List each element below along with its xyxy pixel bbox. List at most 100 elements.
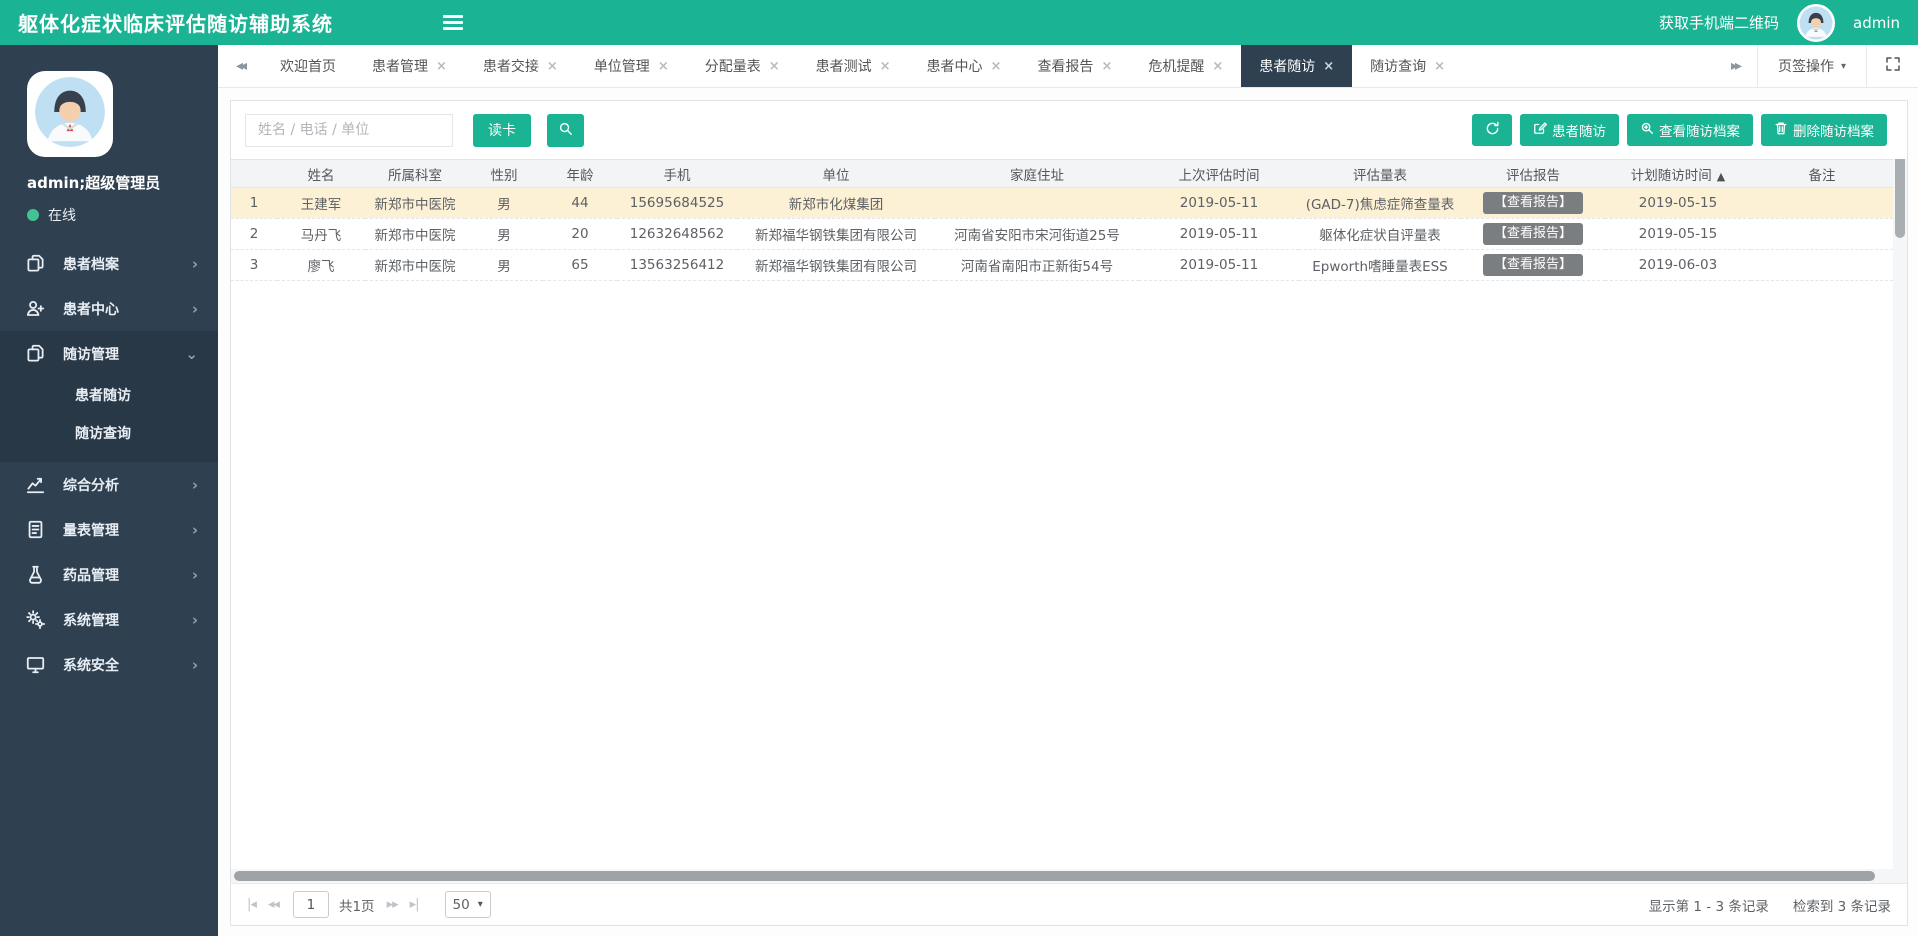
profile-avatar[interactable] (27, 71, 113, 157)
column-header[interactable]: 计划随访时间 ▲ (1605, 159, 1751, 188)
tab-close-icon[interactable]: × (546, 58, 558, 74)
previous-page-button[interactable]: ◂◂ (267, 897, 280, 912)
sidebar-item-label: 系统安全 (63, 657, 119, 674)
sort-asc-icon[interactable]: ▲ (1716, 169, 1726, 183)
cell-name: 马丹飞 (277, 218, 365, 250)
tab[interactable]: 查看报告 × (1019, 45, 1130, 87)
report-cell: 【查看报告】 (1461, 218, 1605, 250)
search-input[interactable] (245, 113, 453, 147)
sidebar-item-label: 药品管理 (63, 567, 119, 584)
tab-close-icon[interactable]: × (768, 58, 780, 74)
tab-label: 随访查询 (1370, 59, 1427, 75)
sidebar-item-label: 系统管理 (63, 612, 119, 629)
column-header: 姓名 (277, 159, 365, 188)
first-page-button[interactable]: |◂ (247, 897, 257, 912)
delete-followup-archive-button[interactable]: 删除随访档案 (1761, 114, 1887, 146)
sidebar-item-label: 综合分析 (63, 477, 119, 494)
table-row[interactable]: 3 廖飞 新郑市中医院男 65 13563256412 新郑福华钢铁集团有限公司 河南省南阳… (231, 249, 1893, 281)
magnifier-icon (1640, 121, 1654, 139)
tab[interactable]: 随访查询 × (1352, 45, 1463, 87)
table-row[interactable]: 2 马丹飞 新郑市中医院男 20 12632648562 新郑福华钢铁集团有限公司 河南省安… (231, 218, 1893, 250)
tab[interactable]: 患者测试 × (798, 45, 909, 87)
tab-close-icon[interactable]: × (657, 58, 669, 74)
sidebar-group: 随访管理 ⌄ 患者随访随访查询 (0, 331, 218, 462)
next-page-button[interactable]: ▸▸ (386, 897, 399, 912)
cell-no: 3 (231, 249, 277, 281)
chevron-down-icon: ⌄ (185, 344, 198, 363)
tab-close-icon[interactable]: × (879, 58, 891, 74)
sidebar-item[interactable]: 系统管理 › (0, 597, 218, 642)
online-status-dot (27, 209, 39, 221)
tab[interactable]: 患者管理 × (354, 45, 465, 87)
horizontal-scrollbar[interactable] (231, 869, 1907, 883)
tab[interactable]: 分配量表 × (687, 45, 798, 87)
sidebar-group: 药品管理 › (0, 552, 218, 597)
table-row[interactable]: 1 王建军 新郑市中医院男 44 15695684525 新郑市化煤集团 2019-05-1… (231, 187, 1893, 219)
sidebar-item[interactable]: 量表管理 › (0, 507, 218, 552)
chevron-right-icon: › (191, 520, 198, 539)
chevron-down-icon: ▾ (477, 899, 483, 910)
sidebar-subitem[interactable]: 随访查询 (75, 426, 131, 442)
cell-address: 河南省安阳市宋河街道25号 (935, 218, 1139, 250)
online-status-label: 在线 (48, 208, 76, 224)
fullscreen-icon[interactable] (1866, 45, 1918, 87)
qr-code-link[interactable]: 获取手机端二维码 (1658, 14, 1779, 32)
tab-close-icon[interactable]: × (1101, 58, 1113, 74)
tab-close-icon[interactable]: × (1434, 58, 1446, 74)
tab-close-icon[interactable]: × (990, 58, 1002, 74)
sidebar-group: 患者中心 › (0, 286, 218, 331)
hamburger-menu-icon[interactable] (443, 15, 463, 30)
tab-label: 患者管理 (372, 59, 428, 75)
tab[interactable]: 单位管理 × (576, 45, 687, 87)
sidebar-item[interactable]: 患者档案 › (0, 241, 218, 286)
page-size-select[interactable]: 50 ▾ (444, 891, 491, 918)
tab-close-icon[interactable]: × (1323, 58, 1335, 74)
tabs-scroll-right-icon[interactable]: ▸▸ (1730, 58, 1742, 74)
page-number-input[interactable] (292, 891, 329, 918)
tab[interactable]: 危机提醒 × (1130, 45, 1241, 87)
refresh-button[interactable] (1472, 114, 1512, 146)
view-report-button[interactable]: 【查看报告】 (1482, 222, 1583, 246)
search-button[interactable] (547, 113, 584, 147)
cell-scale: 躯体化症状自评量表 (1299, 218, 1461, 250)
tab-close-icon[interactable]: × (436, 58, 447, 74)
profile-status: 在线 (27, 205, 218, 225)
cell-gender: 男 (465, 218, 543, 250)
chevron-right-icon: › (191, 565, 198, 584)
tab[interactable]: 欢迎首页 (262, 45, 354, 87)
sidebar-subitem[interactable]: 患者随访 (75, 388, 131, 404)
flask-icon (26, 565, 45, 584)
vertical-scrollbar[interactable] (1893, 159, 1907, 869)
vertical-scrollbar-thumb[interactable] (1895, 159, 1905, 238)
view-report-button[interactable]: 【查看报告】 (1482, 191, 1583, 215)
sidebar-item[interactable]: 系统安全 › (0, 642, 218, 687)
tab-close-icon[interactable]: × (1212, 58, 1224, 74)
pager-info: 显示第 1 - 3 条记录 检索到 3 条记录 (1649, 895, 1891, 915)
report-cell: 【查看报告】 (1461, 187, 1605, 219)
patient-followup-button[interactable]: 患者随访 (1520, 114, 1619, 146)
cell-remark (1751, 249, 1893, 281)
user-avatar-icon[interactable] (1797, 3, 1835, 42)
sidebar-item[interactable]: 患者中心 › (0, 286, 218, 331)
tab[interactable]: 患者交接 × (465, 45, 576, 87)
tab[interactable]: 患者随访 × (1241, 45, 1353, 87)
cell-gender: 男 (465, 249, 543, 281)
sidebar-item[interactable]: 随访管理 ⌄ (0, 331, 218, 376)
cell-age: 44 (543, 187, 617, 219)
tab-operations-dropdown[interactable]: 页签操作 ▾ (1756, 45, 1866, 87)
tabs-scroll-left-icon[interactable]: ◂◂ (235, 58, 247, 74)
sidebar-item[interactable]: 综合分析 › (0, 462, 218, 507)
sidebar-item-label: 量表管理 (63, 522, 119, 539)
tab-label: 患者交接 (482, 59, 539, 75)
sidebar-item-label: 随访管理 (63, 346, 119, 363)
horizontal-scrollbar-thumb[interactable] (234, 871, 1875, 881)
read-card-button[interactable]: 读卡 (473, 113, 531, 147)
cell-age: 65 (543, 249, 617, 281)
cell-gender: 男 (465, 187, 543, 219)
view-report-button[interactable]: 【查看报告】 (1482, 253, 1583, 277)
last-page-button[interactable]: ▸| (409, 897, 420, 912)
sidebar-item[interactable]: 药品管理 › (0, 552, 218, 597)
tab[interactable]: 患者中心 × (909, 45, 1020, 87)
tabbar: ◂◂ 欢迎首页 患者管理 × 患者交接 × 单位管理 × 分配量表 × 患者测试 × 患者中心 × 查看报… (218, 45, 1918, 88)
view-followup-archive-button[interactable]: 查看随访档案 (1627, 114, 1753, 146)
